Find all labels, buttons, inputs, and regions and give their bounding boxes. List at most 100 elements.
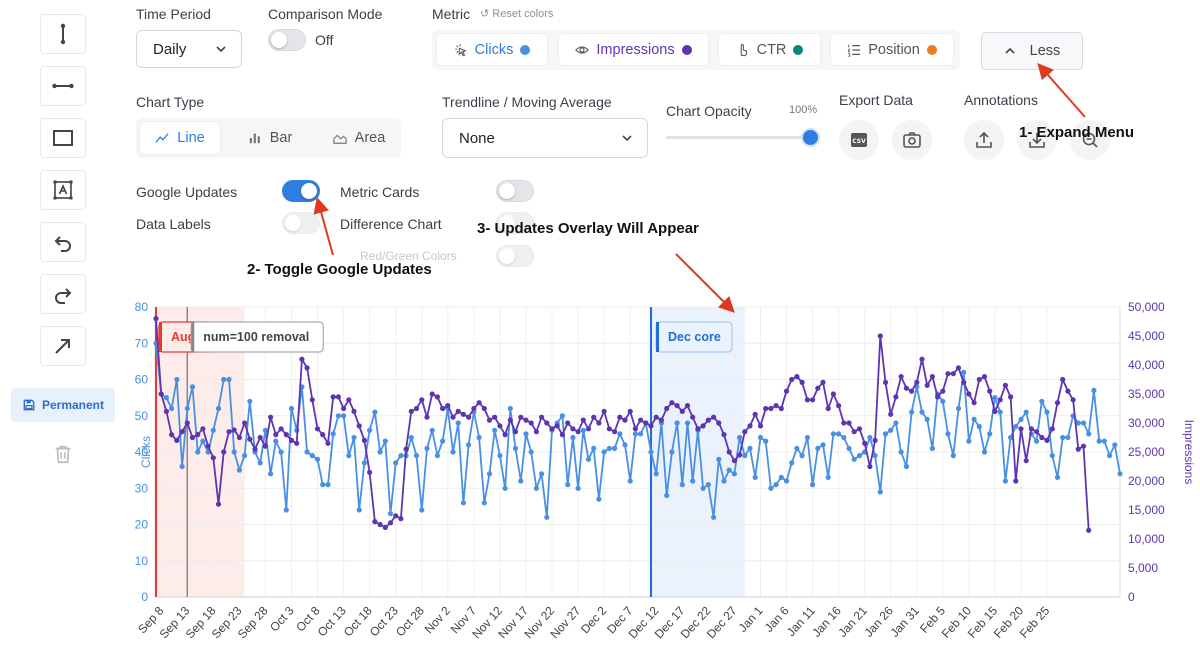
metric-cards-toggle[interactable] <box>496 180 534 202</box>
comparison-mode-toggle[interactable] <box>268 29 306 51</box>
data-point <box>278 449 284 455</box>
redo-button[interactable] <box>40 274 86 314</box>
data-labels-toggle[interactable] <box>282 212 320 234</box>
data-point <box>341 405 347 412</box>
data-point <box>1049 453 1055 459</box>
export-csv-button[interactable]: CSV <box>839 120 879 160</box>
metric-ctr-label: CTR <box>756 41 787 58</box>
annotations-upload-button[interactable] <box>964 120 1004 160</box>
data-point <box>914 379 920 385</box>
red-green-colors-toggle[interactable] <box>496 245 534 267</box>
metric-ctr-button[interactable]: CTR <box>718 33 821 66</box>
data-point <box>570 426 576 432</box>
data-point <box>601 449 607 455</box>
data-point <box>648 449 654 455</box>
chart-type-selector: Line Bar Area <box>136 118 401 158</box>
vertical-line-tool-button[interactable] <box>40 14 86 54</box>
data-point <box>559 413 566 419</box>
chart-type-line-button[interactable]: Line <box>140 122 220 154</box>
series-clicks <box>153 340 1123 520</box>
data-point <box>346 397 352 403</box>
data-point <box>408 434 414 441</box>
data-point <box>309 397 315 403</box>
data-point <box>429 427 435 433</box>
data-point <box>898 374 904 380</box>
data-point <box>955 365 962 371</box>
data-point <box>507 417 513 423</box>
text-box-tool-button[interactable] <box>40 170 86 210</box>
chart-opacity-slider-track[interactable] <box>666 136 812 139</box>
metric-clicks-color-dot[interactable] <box>520 44 531 55</box>
data-point <box>643 420 649 426</box>
data-point <box>356 423 362 429</box>
delete-button[interactable] <box>40 434 86 474</box>
permanent-button[interactable]: Permanent <box>11 388 115 422</box>
data-point <box>481 500 487 506</box>
data-point <box>450 414 456 420</box>
data-point <box>591 414 597 420</box>
annotations-clear-button[interactable] <box>1070 120 1110 160</box>
data-point <box>169 405 175 412</box>
trendline-select[interactable]: None <box>442 118 648 158</box>
data-point <box>606 426 612 432</box>
arrow-icon <box>55 339 70 354</box>
undo-button[interactable] <box>40 222 86 262</box>
rectangle-tool-button[interactable] <box>40 118 86 158</box>
metric-clicks-button[interactable]: Clicks <box>436 33 548 66</box>
y2-tick-label: 25,000 <box>1128 445 1165 459</box>
data-point <box>466 442 472 448</box>
data-point <box>1112 442 1118 448</box>
data-point <box>1080 420 1087 426</box>
data-point <box>544 514 550 520</box>
x-tick-label: Dec 2 <box>578 603 610 636</box>
time-period-select[interactable]: Daily <box>136 30 242 68</box>
chart-type-label: Chart Type <box>136 94 205 110</box>
data-point <box>674 403 680 409</box>
data-point <box>981 449 988 455</box>
y2-tick-label: 20,000 <box>1128 474 1165 488</box>
data-point <box>1065 434 1071 441</box>
data-point <box>846 445 852 451</box>
save-icon <box>23 399 35 411</box>
data-point <box>1013 424 1019 430</box>
chart-opacity-slider-handle[interactable] <box>803 130 818 145</box>
data-point <box>502 485 508 491</box>
metric-position-label: Position <box>868 41 920 58</box>
reset-colors-link[interactable]: ↺ Reset colors <box>480 8 554 20</box>
horizontal-line-tool-button[interactable] <box>40 66 86 106</box>
data-point <box>314 456 321 462</box>
data-point <box>804 434 811 441</box>
export-image-button[interactable] <box>892 120 932 160</box>
metric-ctr-color-dot[interactable] <box>793 44 804 55</box>
series-impressions <box>153 316 1092 533</box>
trendline-label: Trendline / Moving Average <box>442 94 612 110</box>
data-point <box>440 438 446 444</box>
data-point <box>559 432 566 438</box>
data-point <box>502 432 508 438</box>
data-point <box>1075 420 1081 426</box>
google-updates-toggle[interactable] <box>282 180 320 202</box>
chart-type-area-button[interactable]: Area <box>320 122 398 154</box>
data-point <box>460 500 466 506</box>
arrow-tool-button[interactable] <box>40 326 86 366</box>
data-point <box>1060 376 1066 383</box>
metric-impressions-button[interactable]: Impressions <box>558 33 709 66</box>
data-point <box>445 403 451 409</box>
area-chart-icon <box>332 134 347 144</box>
x-tick-label: Oct 28 <box>393 603 427 639</box>
less-button[interactable]: Less <box>981 32 1083 70</box>
metric-impressions-color-dot[interactable] <box>681 44 692 55</box>
data-point <box>1039 434 1045 441</box>
metric-position-button[interactable]: Position <box>830 33 954 66</box>
data-point <box>909 409 915 415</box>
chart-type-bar-button[interactable]: Bar <box>232 122 308 154</box>
cursor-click-icon <box>454 43 467 56</box>
metric-position-color-dot[interactable] <box>926 44 937 55</box>
data-point <box>778 474 784 480</box>
chevron-down-icon <box>216 46 226 53</box>
y-tick-label: 40 <box>135 445 149 459</box>
data-point <box>1013 478 1019 484</box>
data-point <box>481 405 487 412</box>
difference-chart-toggle[interactable] <box>496 212 534 234</box>
annotations-download-button[interactable] <box>1017 120 1057 160</box>
